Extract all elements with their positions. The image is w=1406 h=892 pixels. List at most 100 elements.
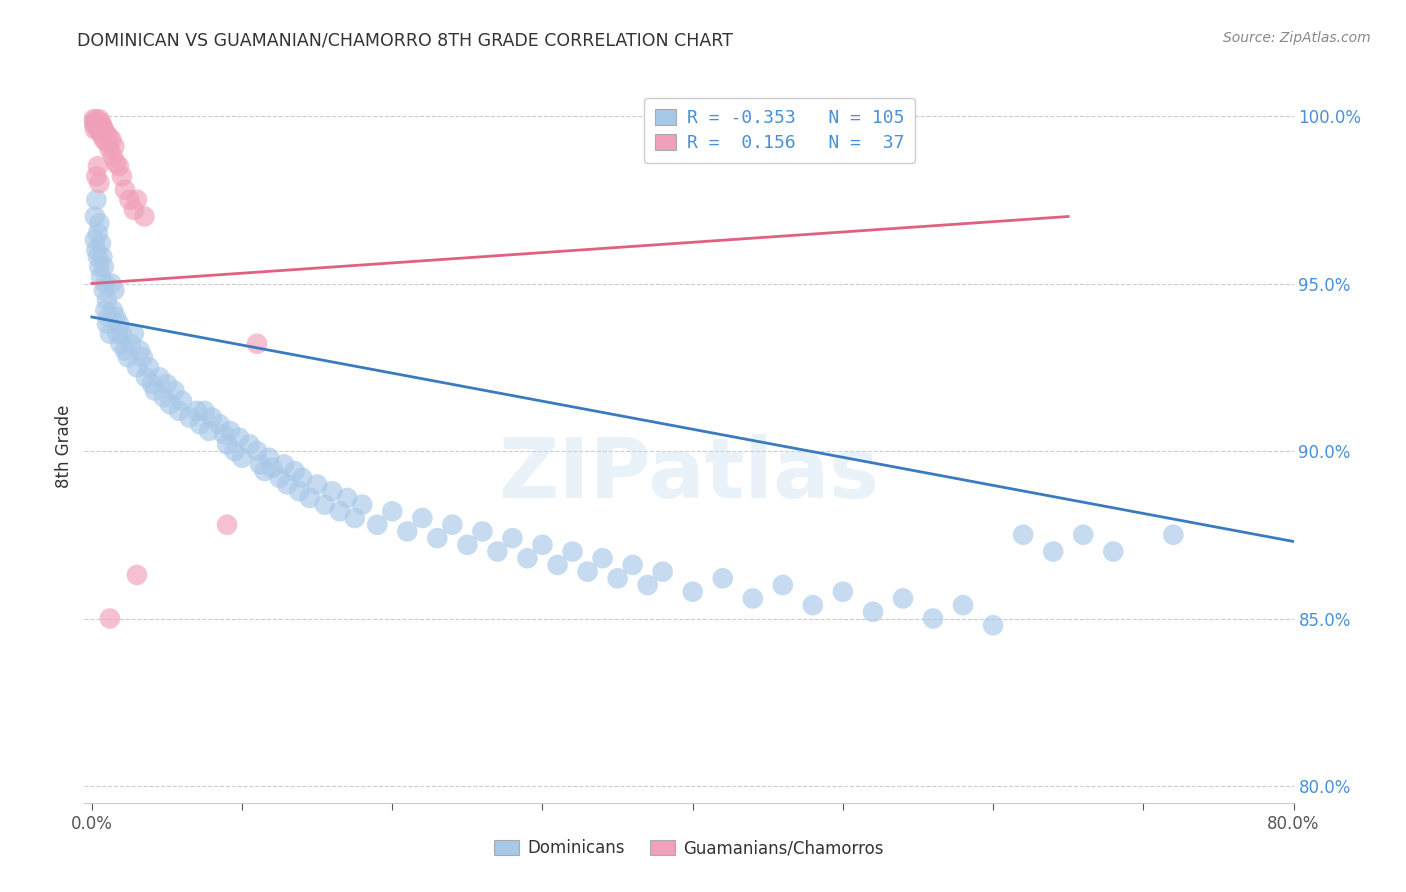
Point — [83, 116, 105, 130]
Point — [101, 303, 124, 318]
Point — [117, 350, 139, 364]
Point — [329, 504, 352, 518]
Text: Source: ZipAtlas.com: Source: ZipAtlas.com — [1223, 31, 1371, 45]
Point — [143, 384, 166, 398]
Point — [621, 558, 644, 572]
Point — [1102, 544, 1125, 558]
Point — [186, 404, 208, 418]
Point — [100, 277, 122, 291]
Point — [107, 326, 129, 341]
Point — [89, 176, 111, 190]
Point — [96, 293, 118, 308]
Point — [298, 491, 321, 505]
Point — [104, 156, 127, 170]
Point — [83, 233, 105, 247]
Point — [141, 377, 163, 392]
Point — [94, 277, 117, 291]
Point — [90, 126, 112, 140]
Point — [456, 538, 478, 552]
Point — [134, 210, 156, 224]
Point — [91, 119, 114, 133]
Point — [82, 116, 104, 130]
Point — [772, 578, 794, 592]
Point — [215, 517, 238, 532]
Point — [138, 360, 160, 375]
Point — [922, 611, 945, 625]
Point — [201, 410, 224, 425]
Point — [90, 269, 112, 284]
Point — [118, 193, 141, 207]
Point — [291, 471, 314, 485]
Point — [97, 129, 120, 144]
Point — [96, 317, 118, 331]
Point — [396, 524, 419, 539]
Point — [516, 551, 538, 566]
Point — [108, 159, 131, 173]
Point — [239, 437, 262, 451]
Point — [170, 393, 193, 408]
Point — [193, 404, 215, 418]
Point — [156, 377, 179, 392]
Point — [862, 605, 884, 619]
Point — [148, 370, 170, 384]
Point — [741, 591, 763, 606]
Point — [288, 484, 311, 499]
Point — [561, 544, 583, 558]
Point — [981, 618, 1004, 632]
Point — [89, 119, 111, 133]
Point — [90, 236, 112, 251]
Point — [87, 227, 110, 241]
Point — [94, 303, 117, 318]
Point — [832, 584, 855, 599]
Point — [122, 326, 145, 341]
Point — [257, 450, 280, 465]
Point — [952, 598, 974, 612]
Point — [96, 136, 118, 150]
Point — [93, 260, 115, 274]
Point — [104, 310, 127, 324]
Y-axis label: 8th Grade: 8th Grade — [55, 404, 73, 488]
Point — [336, 491, 359, 505]
Point — [253, 464, 276, 478]
Point — [441, 517, 464, 532]
Point — [83, 210, 105, 224]
Point — [86, 243, 108, 257]
Point — [352, 498, 374, 512]
Point — [1071, 528, 1094, 542]
Point — [576, 565, 599, 579]
Point — [91, 250, 114, 264]
Point — [381, 504, 404, 518]
Point — [273, 458, 295, 472]
Point — [269, 471, 291, 485]
Point — [103, 283, 125, 297]
Point — [501, 531, 523, 545]
Point — [94, 126, 117, 140]
Point — [91, 129, 114, 144]
Point — [219, 424, 242, 438]
Point — [606, 571, 628, 585]
Point — [86, 119, 108, 133]
Point — [231, 450, 253, 465]
Point — [262, 460, 284, 475]
Point — [101, 149, 124, 163]
Point — [114, 183, 136, 197]
Point — [89, 112, 111, 127]
Point — [711, 571, 734, 585]
Point — [198, 424, 221, 438]
Point — [891, 591, 914, 606]
Point — [249, 458, 271, 472]
Point — [167, 404, 190, 418]
Point — [89, 216, 111, 230]
Point — [98, 326, 121, 341]
Point — [120, 336, 142, 351]
Point — [100, 132, 122, 146]
Point — [111, 326, 134, 341]
Point — [321, 484, 343, 499]
Point — [87, 159, 110, 173]
Point — [592, 551, 614, 566]
Point — [224, 444, 246, 458]
Point — [89, 260, 111, 274]
Point — [284, 464, 307, 478]
Point — [87, 122, 110, 136]
Point — [179, 410, 201, 425]
